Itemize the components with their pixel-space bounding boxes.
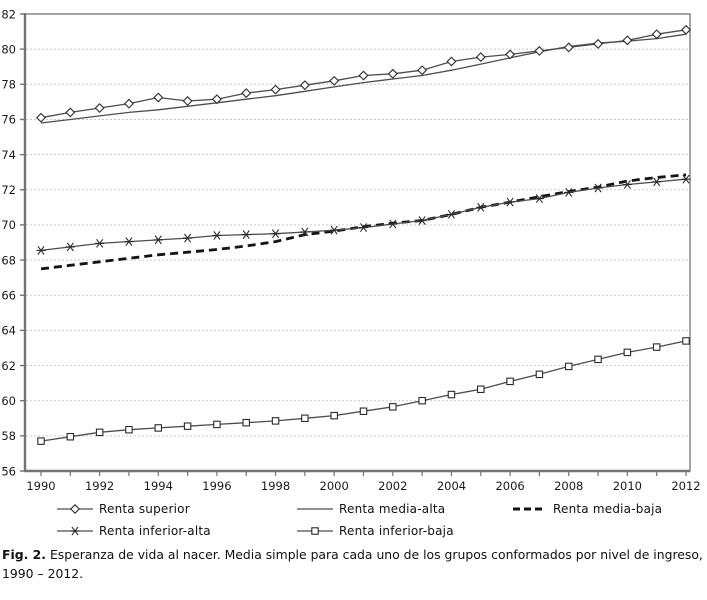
svg-text:2004: 2004 (437, 479, 466, 493)
line-chart: 56 58 60 62 64 66 68 70 72 74 76 78 80 82 1990 1992 1994… (1, 7, 700, 493)
svg-text:72: 72 (1, 183, 16, 197)
legend-label: Renta media-alta (339, 502, 446, 516)
legend-swatch-bold-dashed-line-icon (513, 507, 545, 511)
svg-text:1990: 1990 (26, 479, 55, 493)
svg-text:2010: 2010 (613, 479, 642, 493)
legend-item-renta-inferior-baja: Renta inferior-baja (297, 523, 454, 539)
legend-swatch-diamond-line-icon (57, 504, 93, 514)
legend-item-renta-superior: Renta superior (57, 501, 190, 517)
svg-text:1998: 1998 (261, 479, 290, 493)
svg-text:58: 58 (1, 429, 16, 443)
svg-text:70: 70 (1, 218, 16, 232)
svg-text:76: 76 (1, 113, 16, 127)
svg-text:82: 82 (1, 7, 16, 21)
svg-text:2012: 2012 (671, 479, 700, 493)
legend-label: Renta superior (99, 502, 190, 516)
legend-label: Renta media-baja (553, 502, 663, 516)
figure-caption: Fig. 2. Esperanza de vida al nacer. Media… (2, 545, 704, 583)
caption-text: Esperanza de vida al nacer. Media simple… (2, 547, 703, 581)
legend-item-renta-inferior-alta: Renta inferior-alta (57, 523, 211, 539)
legend-swatch-square-line-icon (297, 527, 333, 535)
svg-text:2002: 2002 (378, 479, 407, 493)
svg-text:2008: 2008 (554, 479, 583, 493)
svg-text:1994: 1994 (144, 479, 173, 493)
svg-text:68: 68 (1, 253, 16, 267)
svg-text:1996: 1996 (202, 479, 231, 493)
svg-text:2000: 2000 (320, 479, 349, 493)
svg-text:60: 60 (1, 394, 16, 408)
svg-text:2006: 2006 (495, 479, 524, 493)
svg-text:62: 62 (1, 359, 16, 373)
caption-figure-number: Fig. 2. (2, 547, 46, 562)
legend-item-renta-media-baja: Renta media-baja (511, 501, 662, 517)
legend-item-renta-media-alta: Renta media-alta (297, 501, 445, 517)
legend-label: Renta inferior-alta (99, 524, 211, 538)
svg-text:1992: 1992 (85, 479, 114, 493)
legend-swatch-solid-line-icon (297, 508, 333, 510)
svg-text:64: 64 (1, 324, 16, 338)
svg-text:74: 74 (1, 148, 16, 162)
svg-text:80: 80 (1, 42, 16, 56)
legend-swatch-star-line-icon (57, 526, 93, 536)
svg-text:66: 66 (1, 288, 16, 302)
legend-label: Renta inferior-baja (339, 524, 454, 538)
svg-text:56: 56 (1, 464, 16, 478)
svg-text:78: 78 (1, 78, 16, 92)
